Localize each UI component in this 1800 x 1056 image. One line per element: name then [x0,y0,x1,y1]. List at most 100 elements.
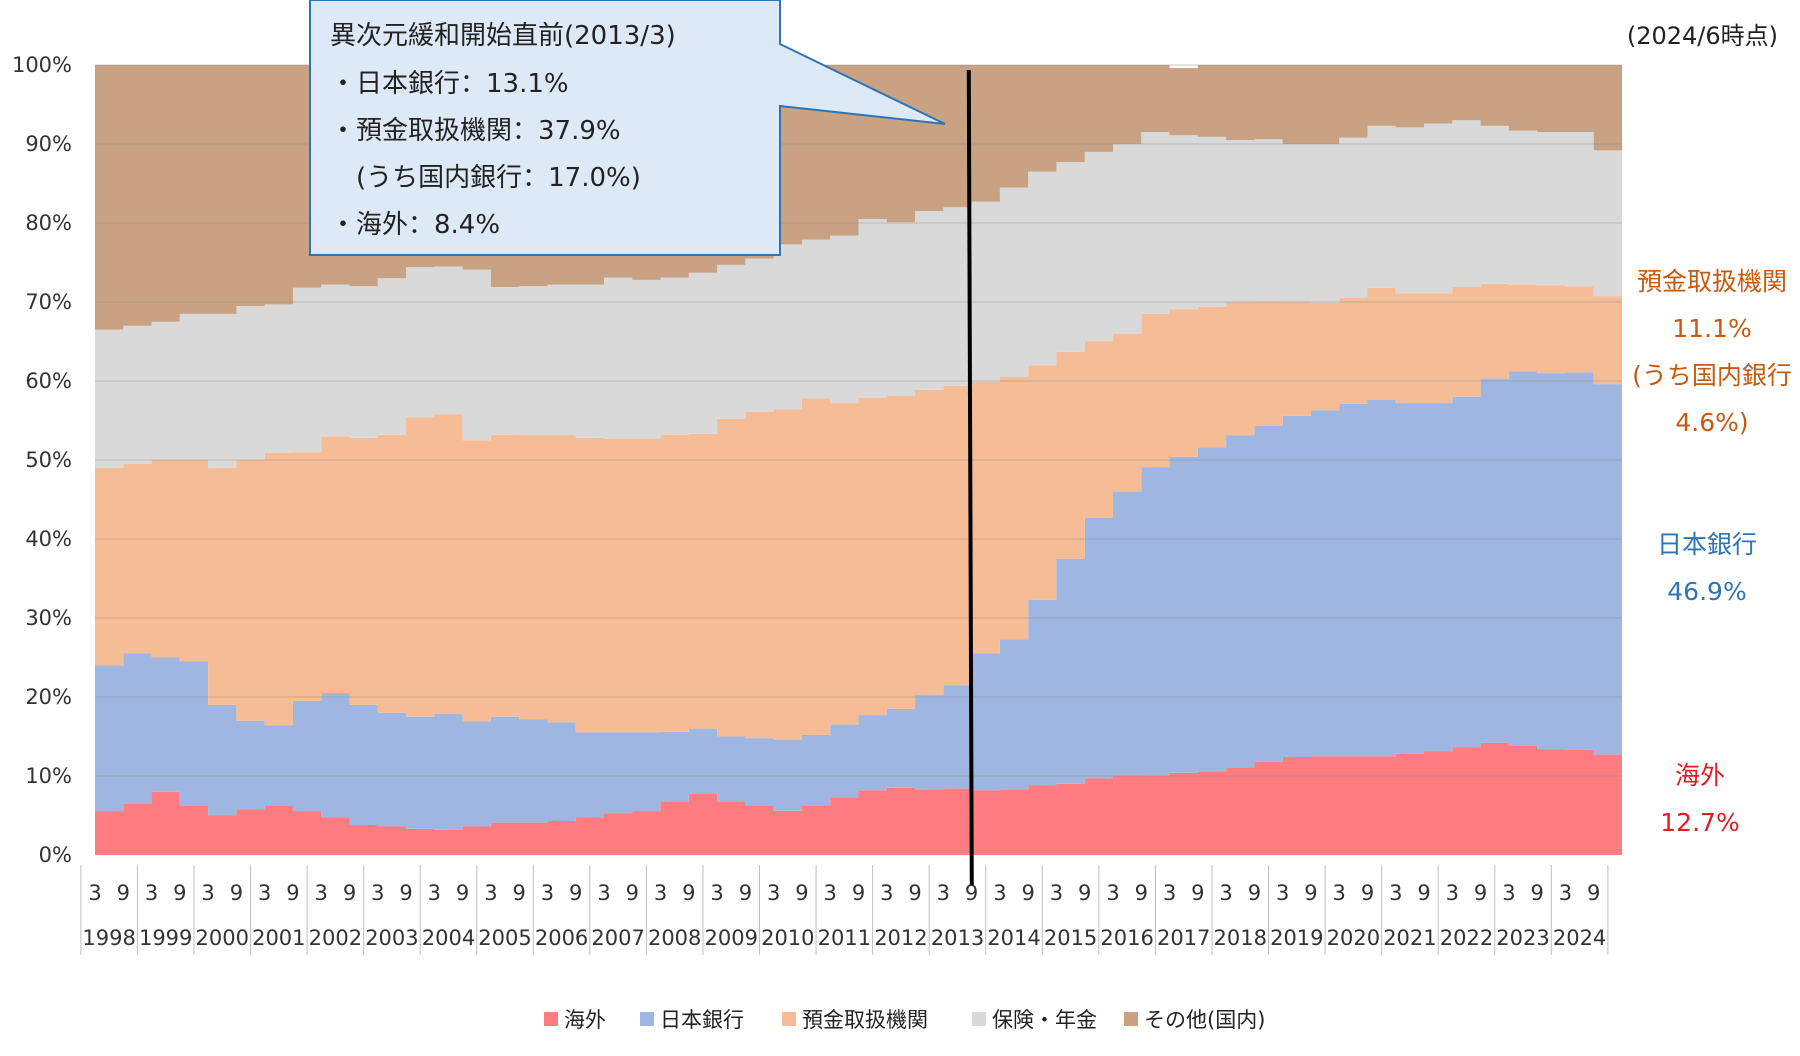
x-tick-month: 3 [993,881,1006,905]
x-tick-month: 3 [145,881,158,905]
x-tick-month: 9 [1304,881,1317,905]
x-tick-month: 3 [484,881,497,905]
x-tick-month: 3 [937,881,950,905]
x-tick-month: 9 [1417,881,1430,905]
x-tick-month: 9 [1587,881,1600,905]
x-tick-month: 3 [1276,881,1289,905]
legend-swatch-overseas [544,1012,558,1026]
right-label-overseas-value: 12.7% [1660,808,1739,837]
legend: 海外 日本銀行 預金取扱機関 保険・年金 その他(国内) [544,1008,1265,1032]
right-label-boj-value: 46.9% [1667,577,1746,606]
x-tick-year: 1999 [139,926,192,950]
callout: 異次元緩和開始直前(2013/3) ・日本銀行：13.1% ・預金取扱機関：37… [309,0,946,256]
right-label-deposit-name: 預金取扱機関 [1637,267,1787,296]
right-label-overseas-name: 海外 [1675,761,1725,790]
right-label-deposit-sub-value: 4.6%) [1675,408,1748,437]
x-tick-year: 2018 [1214,926,1267,950]
y-tick-label: 70% [25,290,72,314]
x-tick-month: 9 [682,881,695,905]
x-tick-month: 3 [1389,881,1402,905]
right-label-boj: 日本銀行 46.9% [1657,530,1757,606]
y-tick-label: 40% [25,527,72,551]
x-tick-month: 9 [739,881,752,905]
y-tick-label: 100% [12,53,72,77]
x-tick-month: 9 [117,881,130,905]
x-tick-month: 3 [1050,881,1063,905]
series-area-3 [95,120,1622,468]
callout-box [309,0,946,256]
callout-line-2: ・日本銀行：13.1% [330,69,569,99]
x-tick-year: 2020 [1327,926,1380,950]
x-tick-month: 9 [795,881,808,905]
x-tick-month: 9 [1530,881,1543,905]
right-label-deposit-value: 11.1% [1672,314,1751,343]
marker-line-2013-3 [966,69,974,886]
x-tick-month: 9 [456,881,469,905]
right-label-deposit: 預金取扱機関 11.1% (うち国内銀行 4.6%) [1632,267,1792,437]
x-tick-month: 9 [173,881,186,905]
x-tick-month: 9 [1191,881,1204,905]
x-tick-month: 9 [230,881,243,905]
x-tick-year: 2010 [761,926,814,950]
legend-swatch-other [1124,1012,1138,1026]
y-tick-label: 60% [25,369,72,393]
x-tick-month: 9 [512,881,525,905]
x-tick-year: 2013 [931,926,984,950]
x-tick-year: 1998 [82,926,135,950]
x-tick-year: 2003 [365,926,418,950]
right-label-overseas: 海外 12.7% [1660,761,1739,837]
x-tick-year: 2019 [1270,926,1323,950]
x-tick-year: 2006 [535,926,588,950]
x-tick-month: 3 [371,881,384,905]
y-tick-label: 0% [39,843,72,867]
x-tick-year: 2001 [252,926,305,950]
x-tick-month: 9 [626,881,639,905]
legend-swatch-insurance [972,1012,986,1026]
x-tick-month: 3 [1219,881,1232,905]
x-tick-month: 3 [597,881,610,905]
x-tick-month: 3 [541,881,554,905]
right-label-deposit-sub: (うち国内銀行 [1632,361,1792,390]
x-tick-year: 2000 [196,926,249,950]
x-tick-month: 3 [767,881,780,905]
x-tick-month: 3 [1446,881,1459,905]
right-label-boj-name: 日本銀行 [1657,530,1757,559]
x-tick-month: 3 [1502,881,1515,905]
legend-swatch-deposit [782,1012,796,1026]
x-tick-year: 2023 [1496,926,1549,950]
callout-line-3: ・預金取扱機関：37.9% [330,116,621,146]
x-tick-month: 9 [343,881,356,905]
legend-label-deposit: 預金取扱機関 [802,1008,928,1032]
x-tick-month: 9 [852,881,865,905]
x-tick-month: 3 [1163,881,1176,905]
x-tick-month: 9 [286,881,299,905]
x-tick-month: 3 [1106,881,1119,905]
legend-label-boj: 日本銀行 [660,1008,744,1032]
callout-line-1: 異次元緩和開始直前(2013/3) [330,21,676,51]
series-area-1 [95,371,1622,830]
x-tick-month: 9 [908,881,921,905]
legend-label-insurance: 保険・年金 [992,1008,1097,1032]
legend-label-other: その他(国内) [1144,1008,1265,1032]
y-tick-label: 80% [25,211,72,235]
x-tick-year: 2008 [648,926,701,950]
x-tick-month: 9 [1474,881,1487,905]
x-tick-month: 3 [880,881,893,905]
x-tick-year: 2022 [1440,926,1493,950]
legend-item-deposit: 預金取扱機関 [782,1008,928,1032]
legend-item-boj: 日本銀行 [640,1008,744,1032]
x-tick-month: 9 [1135,881,1148,905]
callout-line-4: (うち国内銀行：17.0%) [330,163,641,193]
x-tick-year: 2016 [1100,926,1153,950]
y-tick-label: 20% [25,685,72,709]
x-tick-year: 2007 [591,926,644,950]
x-tick-month: 9 [399,881,412,905]
x-tick-month: 3 [710,881,723,905]
x-tick-month: 9 [569,881,582,905]
x-tick-month: 3 [201,881,214,905]
x-tick-month: 9 [965,881,978,905]
x-tick-month: 3 [1559,881,1572,905]
y-tick-label: 10% [25,764,72,788]
